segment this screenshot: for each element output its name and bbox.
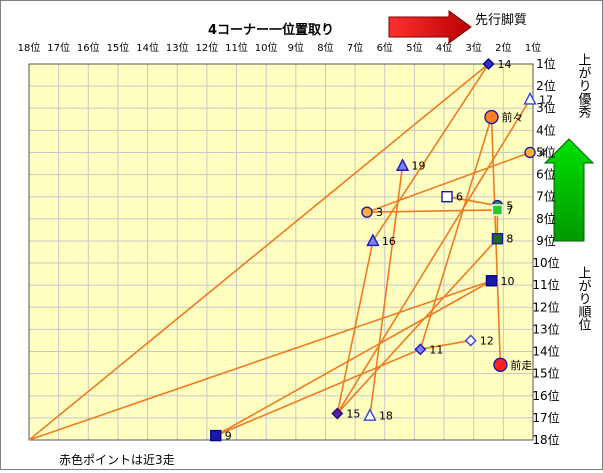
point-marker	[395, 158, 410, 171]
connector-line	[366, 151, 531, 213]
point-label: 7	[506, 204, 513, 217]
point-marker	[366, 233, 380, 247]
connector-line	[28, 279, 492, 441]
x-tick-label: 7位	[347, 41, 363, 54]
x-tick-label: 18位	[18, 41, 41, 54]
point-label: 17	[539, 93, 553, 106]
point-marker	[441, 191, 453, 203]
point-marker	[485, 275, 498, 287]
point-label: 19	[412, 160, 426, 173]
point-label: 12	[480, 334, 494, 347]
plot-border	[28, 63, 534, 441]
y-tick-label: 14位	[532, 344, 559, 359]
connector-line	[215, 348, 421, 437]
connector-line	[28, 63, 490, 441]
x-tick-label: 17位	[47, 41, 70, 54]
y-tick-label: 15位	[532, 366, 559, 381]
point-label: 18	[379, 410, 393, 423]
connector-line	[336, 98, 531, 414]
point-marker	[464, 334, 477, 347]
x-tick-label: 3位	[466, 41, 482, 54]
x-tick-label: 9位	[288, 41, 304, 54]
point-label: 5	[506, 200, 513, 213]
point-label: 10	[500, 275, 514, 288]
y-tick-label: 2位	[536, 78, 556, 93]
y-tick-label: 10位	[532, 255, 559, 270]
connector-line	[336, 240, 374, 414]
x-tick-label: 4位	[436, 41, 452, 54]
point-marker	[524, 146, 536, 159]
connector-line	[446, 195, 498, 207]
point-marker	[414, 343, 427, 356]
x-tick-label: 1位	[525, 41, 541, 54]
point-marker	[331, 407, 344, 420]
point-label: 9	[225, 430, 232, 443]
point-marker	[484, 109, 499, 125]
point-label: 8	[506, 233, 513, 246]
x-tick-label: 12位	[196, 41, 219, 54]
y-tick-label: 11位	[532, 277, 559, 292]
y-tick-label: 5位	[536, 144, 556, 159]
connector-line	[336, 238, 499, 414]
point-marker	[523, 91, 537, 105]
y-tick-label: 9位	[536, 233, 556, 248]
point-label: 15	[346, 407, 360, 420]
y-axis-title: 上がり順位	[576, 266, 592, 331]
y-tick-label: 7位	[536, 189, 556, 204]
y-tick-label: 17位	[532, 410, 559, 425]
y-tick-label: 4位	[536, 122, 556, 137]
point-label: 3	[376, 206, 383, 219]
point-marker	[361, 206, 373, 218]
y-tick-label: 6位	[536, 167, 556, 182]
point-label: 11	[429, 343, 443, 356]
point-label: 16	[382, 235, 396, 248]
plot-area	[28, 63, 534, 441]
x-tick-label: 15位	[107, 41, 130, 54]
green-arrow-up-icon	[543, 138, 595, 242]
y-tick-label: 16位	[532, 388, 559, 403]
chart-title: 4コーナー一位置取り	[208, 22, 334, 38]
point-label: 前々	[501, 110, 523, 124]
point-marker	[493, 357, 508, 372]
point-marker	[363, 408, 377, 421]
y-tick-label: 8位	[536, 211, 556, 226]
point-label: 6	[456, 191, 463, 204]
point-marker	[491, 204, 504, 216]
x-tick-label: 11位	[225, 41, 248, 54]
red-arrow-right-icon	[388, 10, 472, 44]
top-arrow-label: 先行脚質	[475, 12, 527, 28]
point-marker	[491, 233, 504, 245]
x-tick-label: 6位	[377, 41, 393, 54]
x-tick-label: 14位	[136, 41, 159, 54]
connector-line	[369, 165, 404, 416]
y-tick-label: 3位	[536, 100, 556, 115]
point-marker	[210, 429, 222, 442]
y-tick-label: 18位	[532, 432, 559, 447]
y-tick-label: 12位	[532, 299, 559, 314]
right-arrow-label: 上がり優秀	[576, 53, 592, 119]
y-tick-label: 1位	[536, 56, 556, 71]
y-tick-label: 13位	[532, 321, 559, 336]
point-marker	[482, 58, 495, 70]
x-tick-label: 5位	[406, 41, 422, 54]
connector-line	[215, 280, 492, 437]
point-label: 4	[539, 146, 546, 159]
x-tick-label: 16位	[77, 41, 100, 54]
connector-line	[366, 209, 498, 213]
footnote: 赤色ポイントは近3走	[59, 453, 175, 467]
x-tick-label: 8位	[317, 41, 333, 54]
x-tick-label: 10位	[255, 41, 278, 54]
connector-line	[420, 339, 471, 351]
point-label: 前走	[510, 358, 532, 372]
x-tick-label: 13位	[166, 41, 189, 54]
point-label: 14	[498, 58, 512, 71]
x-tick-label: 2位	[495, 41, 511, 54]
